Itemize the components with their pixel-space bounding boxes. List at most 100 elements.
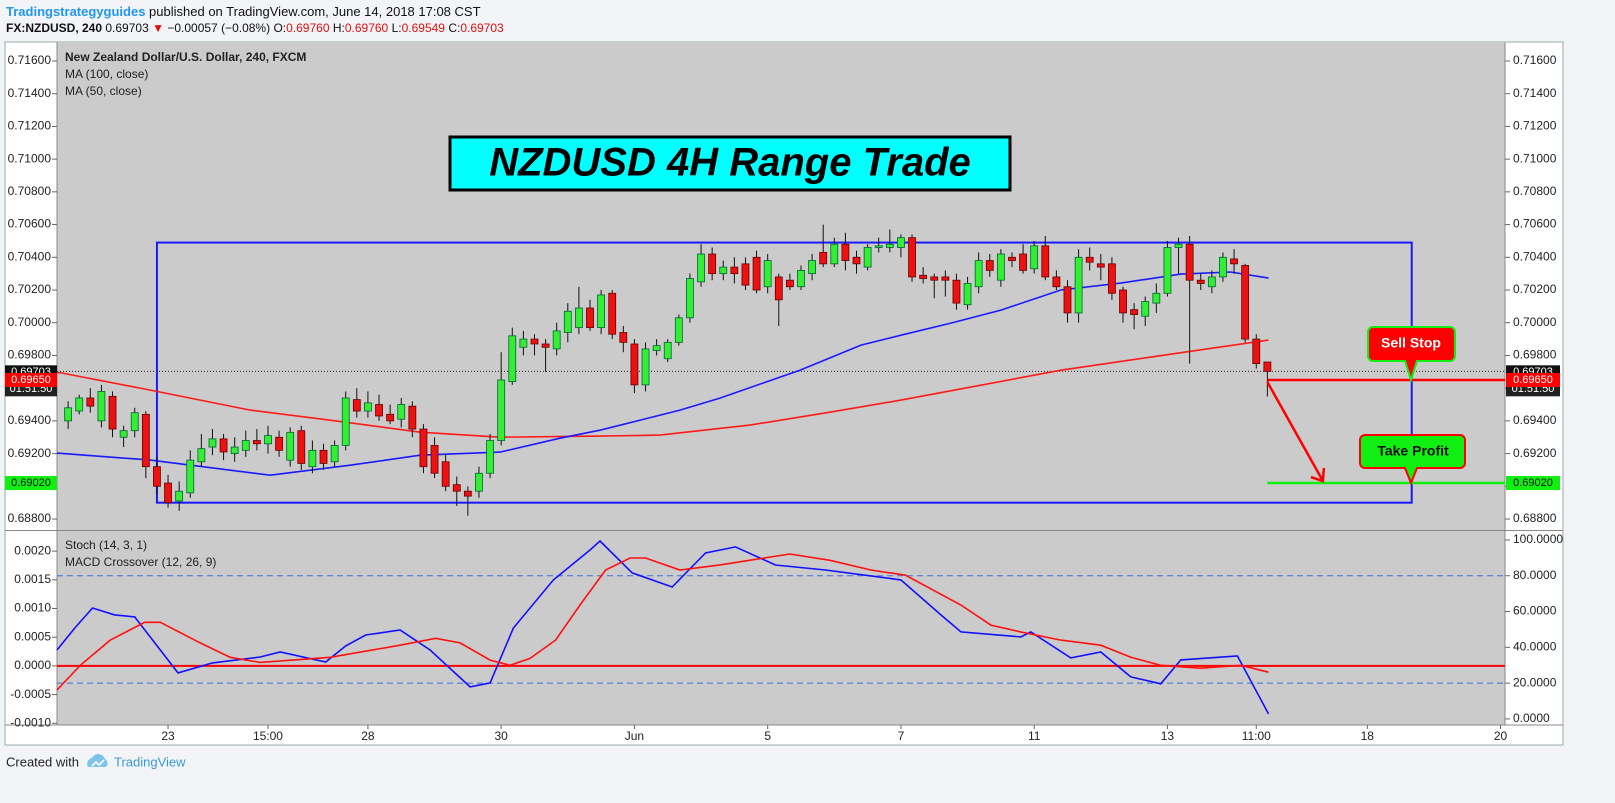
candle-body (1163, 247, 1172, 294)
candle-body (763, 260, 772, 288)
candle-body (252, 440, 261, 445)
candle-body (552, 330, 561, 350)
candle-body (186, 459, 195, 494)
y-tick-label: 0.71600 (8, 53, 52, 67)
candle-body (619, 332, 628, 343)
candle-body (297, 430, 306, 464)
candle-body (697, 253, 705, 283)
candle-body (1196, 279, 1205, 284)
candle-body (275, 436, 283, 451)
legend-entry: Stoch (14, 3, 1) (65, 538, 147, 552)
candle-body (530, 338, 539, 345)
plot-layer: 0.71600 0.71600 0.71400 0.71400 0.71200 0.712… (5, 50, 1563, 743)
symbol: FX:NZDUSD, 240 (6, 21, 103, 35)
callout (1367, 326, 1456, 384)
y-tick-label: 0.71200 (1513, 119, 1557, 133)
candle-body (1263, 361, 1272, 372)
candle-body (1074, 256, 1083, 314)
x-tick-label: 11 (1028, 729, 1041, 743)
x-tick-label: 18 (1361, 729, 1375, 743)
y-tick-label: 0.68800 (1513, 511, 1557, 525)
candle-body (830, 243, 839, 265)
candle-body (141, 413, 150, 468)
callout (1359, 434, 1466, 486)
author[interactable]: Tradingstrategyguides (6, 4, 146, 19)
candle-body (1207, 276, 1216, 288)
candle-body (741, 263, 750, 286)
candle-body (963, 283, 972, 306)
candle-body (885, 243, 894, 248)
candle-body (797, 269, 805, 288)
change: −0.00057 (−0.08%) (167, 21, 271, 35)
legend-entry: MA (100, close) (65, 67, 148, 81)
candle-body (730, 266, 739, 275)
headline-box (448, 135, 1012, 192)
ohlc-value: 0.69703 (460, 21, 504, 35)
candle-body (1108, 263, 1116, 294)
candle-body (341, 397, 350, 446)
candle-body (974, 260, 983, 288)
candle-body (463, 490, 472, 497)
candle-body (1230, 258, 1238, 265)
y-tick-label: 0.70800 (8, 184, 52, 198)
x-tick-label: Jun (625, 729, 644, 743)
price-label: 0.69650 (11, 374, 51, 386)
indicator-line (56, 553, 1269, 691)
y-tick-label: 0.71000 (8, 151, 52, 165)
candle-body (785, 279, 794, 288)
candle-body (130, 412, 139, 432)
candle-body (1174, 243, 1183, 248)
candle-body (808, 260, 816, 275)
candle-body (897, 237, 905, 248)
candle-body (863, 247, 872, 268)
y-tick-label: 0.0010 (14, 601, 51, 615)
callout-text: Take Profit (1377, 443, 1449, 459)
candle-body (641, 348, 650, 386)
price-label: 0.69020 (11, 477, 51, 489)
candle-body (108, 395, 117, 430)
candle-body (241, 440, 250, 451)
indicator-line (56, 539, 1270, 715)
callout-text: Sell Stop (1381, 335, 1441, 351)
candle-body (1063, 286, 1072, 314)
candle-body (308, 449, 317, 468)
x-tick-label: 28 (361, 729, 375, 743)
candle-body (519, 338, 528, 348)
x-tick-label: 7 (898, 729, 905, 743)
ohlc-key: L: (391, 21, 402, 35)
candle-body (175, 490, 184, 502)
y-tick-label: 0.70000 (1513, 315, 1557, 329)
y-tick-label: 0.69400 (1513, 413, 1557, 427)
header-line: FX:NZDUSD, 240 0.69703 ▼ −0.00057 (−0.08… (6, 20, 504, 37)
y-tick-label: 0.69200 (8, 446, 52, 460)
y2-tick-label: 20.0000 (1513, 675, 1557, 689)
candle-body (1119, 289, 1127, 314)
candle-body (1096, 263, 1105, 268)
candle-body (996, 253, 1005, 281)
candle-body (852, 256, 861, 265)
candle-body (597, 294, 606, 329)
candle-body (774, 276, 783, 301)
y-tick-label: 0.68800 (8, 511, 52, 525)
candle-body (386, 413, 395, 422)
candle-body (64, 407, 73, 422)
candle-body (586, 307, 594, 329)
candle-body (541, 343, 550, 348)
ohlc-value: 0.69760 (344, 21, 389, 35)
candle-body (575, 307, 583, 329)
y-tick-label: 0.69400 (8, 413, 52, 427)
candle-body (630, 343, 639, 386)
footer-brand[interactable]: TradingView (114, 754, 186, 769)
arrow: ▼ (152, 21, 164, 35)
candle-body (452, 484, 461, 492)
headline: NZDUSD 4H Range Trade (489, 141, 971, 185)
candle-body (941, 276, 950, 281)
y-tick-label: 0.69800 (1513, 348, 1557, 362)
ohlc-value: 0.69549 (401, 21, 445, 35)
ohlc-value: 0.69760 (286, 21, 330, 35)
candle-body (419, 428, 428, 468)
y2-tick-label: 60.0000 (1513, 604, 1557, 618)
y-tick-label: -0.0010 (10, 715, 51, 729)
candle-body (75, 397, 84, 412)
